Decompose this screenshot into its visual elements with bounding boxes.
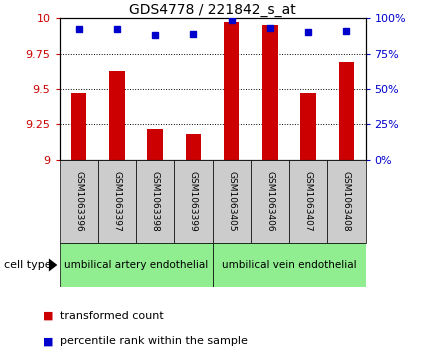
Bar — [60, 160, 98, 243]
Polygon shape — [49, 258, 57, 272]
Bar — [174, 160, 212, 243]
Text: GSM1063405: GSM1063405 — [227, 171, 236, 232]
Bar — [212, 160, 251, 243]
Text: umbilical vein endothelial: umbilical vein endothelial — [222, 260, 356, 270]
Bar — [60, 243, 212, 287]
Bar — [224, 23, 239, 160]
Text: umbilical artery endothelial: umbilical artery endothelial — [64, 260, 208, 270]
Text: ■: ■ — [42, 336, 53, 346]
Bar — [251, 160, 289, 243]
Text: ■: ■ — [42, 311, 53, 321]
Text: GSM1063399: GSM1063399 — [189, 171, 198, 232]
Bar — [186, 134, 201, 160]
Title: GDS4778 / 221842_s_at: GDS4778 / 221842_s_at — [129, 3, 296, 17]
Text: cell type: cell type — [4, 260, 52, 270]
Bar — [300, 93, 316, 160]
Bar — [71, 93, 86, 160]
Text: GSM1063397: GSM1063397 — [112, 171, 122, 232]
Bar — [262, 25, 278, 160]
Text: GSM1063396: GSM1063396 — [74, 171, 83, 232]
Text: GSM1063406: GSM1063406 — [265, 171, 275, 232]
Bar — [327, 160, 366, 243]
Text: GSM1063407: GSM1063407 — [303, 171, 313, 232]
Bar — [136, 160, 174, 243]
Bar — [339, 62, 354, 160]
Bar — [212, 243, 366, 287]
Text: percentile rank within the sample: percentile rank within the sample — [60, 336, 247, 346]
Bar — [147, 129, 163, 160]
Bar — [98, 160, 136, 243]
Text: transformed count: transformed count — [60, 311, 163, 321]
Text: GSM1063398: GSM1063398 — [150, 171, 160, 232]
Bar — [109, 70, 125, 160]
Text: GSM1063408: GSM1063408 — [342, 171, 351, 232]
Bar — [289, 160, 327, 243]
